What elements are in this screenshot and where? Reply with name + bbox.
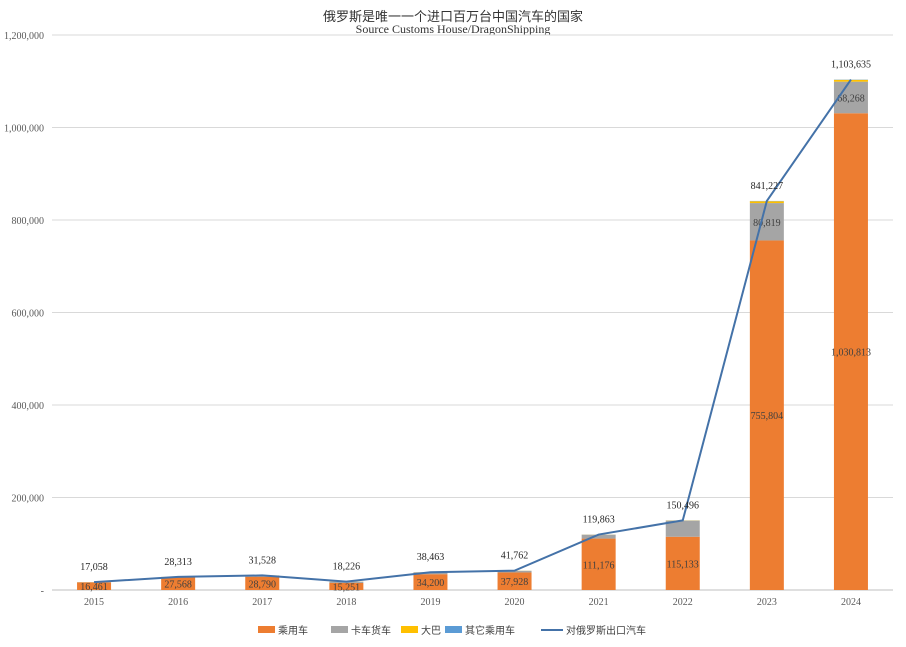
bar-passenger (665, 536, 700, 590)
bar-truck (749, 203, 784, 241)
bar-passenger (161, 577, 196, 590)
x-tick-label: 2018 (336, 597, 356, 608)
bar-passenger (329, 582, 364, 590)
bar-truck (413, 572, 448, 575)
y-tick-label: 1,200,000 (4, 31, 44, 42)
passenger-data-label: 755,804 (751, 411, 784, 422)
total-data-label: 18,226 (333, 562, 361, 573)
total-data-label: 31,528 (249, 555, 277, 566)
passenger-data-label: 34,200 (417, 578, 445, 589)
bar-passenger (581, 538, 616, 590)
x-tick-label: 2020 (505, 597, 525, 608)
x-tick-label: 2024 (841, 597, 861, 608)
bar-passenger (77, 582, 112, 590)
y-tick-label: 800,000 (12, 216, 45, 227)
x-tick-label: 2016 (168, 597, 188, 608)
passenger-data-label: 27,568 (164, 580, 192, 591)
passenger-data-label: 115,133 (667, 559, 699, 570)
passenger-data-label: 15,251 (333, 582, 361, 593)
legend-total-label: 对俄罗斯出口汽车 (566, 624, 646, 637)
total-data-label: 28,313 (164, 557, 192, 568)
passenger-data-label: 1,030,813 (831, 348, 871, 359)
passenger-data-label: 16,461 (80, 582, 108, 593)
bar-passenger (413, 574, 448, 590)
x-tick-label: 2015 (84, 597, 104, 608)
chart-title: 俄罗斯是唯一一个进口百万台中国汽车的国家 (322, 10, 583, 25)
total-data-label: 17,058 (80, 562, 108, 573)
chart-subtitle: Source Customs House/DragonShipping (355, 22, 551, 36)
passenger-data-label: 37,928 (501, 577, 529, 588)
y-tick-label: 600,000 (12, 309, 45, 320)
legend-other-passenger-swatch (445, 626, 462, 633)
x-tick-label: 2019 (420, 597, 440, 608)
bar-truck (665, 520, 700, 537)
x-tick-label: 2023 (757, 597, 777, 608)
total-export-line (93, 78, 852, 584)
legend-other-passenger-label: 其它乘用车 (465, 624, 515, 637)
x-tick-label: 2021 (589, 597, 609, 608)
legend-truck-swatch (331, 626, 348, 633)
total-data-label: 841,227 (751, 181, 784, 192)
x-tick-label: 2022 (673, 597, 693, 608)
legend-bus-swatch (401, 626, 418, 633)
total-data-label: 1,103,635 (831, 60, 871, 71)
legend-bus-label: 大巴 (421, 624, 441, 637)
bar-passenger (497, 572, 532, 590)
bar-passenger (749, 240, 784, 590)
passenger-data-label: 28,790 (249, 579, 277, 590)
bar-truck (581, 534, 616, 539)
total-data-label: 38,463 (417, 552, 445, 563)
truck-data-label: 80,819 (753, 218, 781, 229)
passenger-data-label: 111,176 (583, 560, 615, 571)
y-tick-label: 200,000 (12, 494, 45, 505)
bar-passenger (833, 113, 868, 590)
y-tick-label: 1,000,000 (4, 124, 44, 135)
bar-passenger (245, 576, 280, 590)
legend-truck-label: 卡车货车 (351, 624, 391, 637)
y-tick-label: - (41, 586, 44, 597)
legend-passenger-swatch (258, 626, 275, 633)
legend-passenger-label: 乘用车 (278, 624, 308, 637)
total-data-label: 41,762 (501, 551, 529, 562)
total-data-label: 150,496 (667, 500, 700, 511)
truck-data-label: 68,268 (837, 93, 865, 104)
y-tick-label: 400,000 (12, 401, 45, 412)
total-data-label: 119,863 (583, 515, 615, 526)
x-tick-label: 2017 (252, 597, 272, 608)
